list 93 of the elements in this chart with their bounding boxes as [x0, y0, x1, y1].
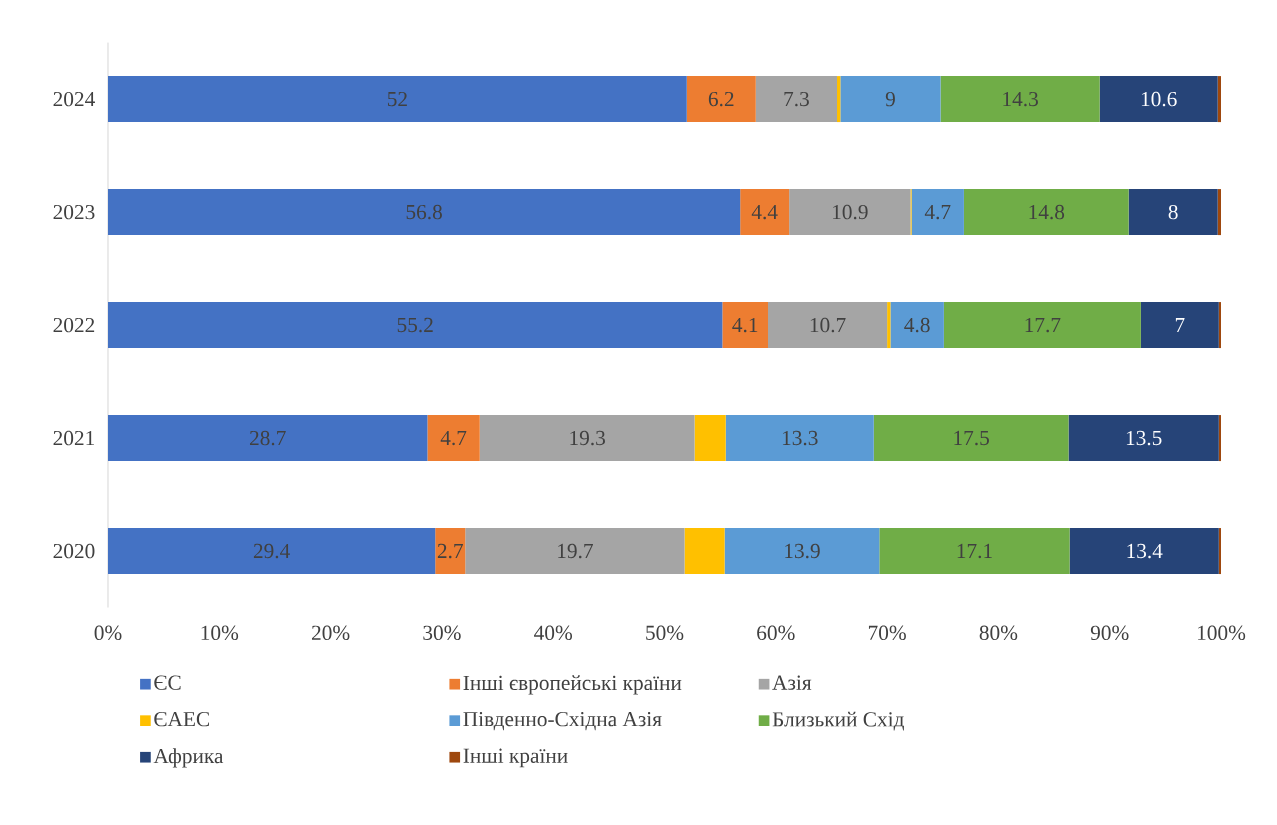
bar — [108, 189, 741, 236]
legend-label: Близький Схід — [772, 711, 904, 731]
bar — [694, 415, 726, 462]
x-tick-label: 30% — [423, 625, 461, 641]
y-tick-label: 2021 — [53, 430, 95, 446]
bar — [1218, 528, 1222, 575]
y-tick-label: 2024 — [53, 91, 95, 107]
bar — [686, 76, 756, 123]
bar — [837, 76, 841, 123]
bar — [1218, 302, 1222, 349]
bar — [911, 189, 964, 236]
data-label: 4.7 — [924, 204, 951, 220]
bar — [840, 76, 941, 123]
data-label: 10.7 — [810, 317, 846, 333]
data-label: 13.4 — [1127, 543, 1163, 559]
x-tick-label: 60% — [757, 625, 795, 641]
legend-label: ЄС — [154, 675, 181, 690]
bar — [724, 528, 880, 575]
bar — [108, 528, 436, 575]
bar — [684, 528, 725, 575]
bar — [1217, 189, 1222, 236]
x-tick-label: 10% — [201, 625, 239, 641]
bar — [435, 528, 466, 575]
bar — [427, 415, 480, 462]
bar — [722, 302, 769, 349]
data-label: 2.7 — [437, 543, 463, 559]
data-label: 13.3 — [782, 430, 818, 446]
y-tick-label: 2020 — [53, 543, 95, 559]
bar — [465, 528, 685, 575]
bar — [963, 189, 1129, 236]
y-tick-label: 2023 — [53, 204, 95, 220]
data-label: 4.8 — [904, 317, 930, 333]
data-label: 6.2 — [708, 91, 734, 107]
x-tick-label: 80% — [979, 625, 1018, 641]
y-tick-label: 2022 — [53, 317, 95, 333]
bar — [873, 415, 1069, 462]
data-label: 55.2 — [397, 317, 433, 333]
x-tick-label: 70% — [868, 625, 906, 641]
data-label: 17.5 — [954, 430, 989, 446]
x-tick-label: 40% — [534, 625, 573, 641]
data-label: 14.8 — [1029, 204, 1065, 220]
legend-label: Південно-Східна Азія — [463, 712, 662, 731]
legend-label: ЄАЕС — [154, 712, 209, 727]
data-label: 7 — [1175, 318, 1185, 333]
bar — [887, 302, 891, 349]
bar — [1218, 415, 1222, 462]
data-label: 13.5 — [1126, 430, 1162, 446]
x-tick-label: 20% — [311, 625, 350, 641]
bar — [789, 189, 911, 236]
data-label: 28.7 — [250, 430, 286, 446]
bar — [768, 302, 888, 349]
bar — [879, 528, 1070, 575]
bar — [1068, 415, 1219, 462]
data-label: 17.1 — [957, 543, 992, 559]
data-label: 10.9 — [833, 204, 868, 220]
data-label: 52 — [387, 91, 407, 107]
legend-label: Інші країни — [463, 748, 568, 768]
bar — [940, 76, 1100, 123]
bar — [479, 415, 695, 462]
bar — [108, 302, 723, 349]
data-label: 4.7 — [440, 430, 467, 446]
data-label: 19.7 — [558, 543, 593, 559]
data-label: 19.3 — [570, 430, 605, 446]
legend-label: Азія — [772, 675, 812, 690]
bar — [1099, 76, 1218, 123]
data-label: 56.8 — [406, 204, 442, 220]
data-label: 29.4 — [253, 543, 290, 559]
data-label: 9 — [885, 91, 895, 107]
data-label: 7.3 — [784, 91, 809, 107]
legend-label: Африка — [153, 748, 224, 768]
data-label: 13.9 — [785, 543, 820, 559]
data-label: 8 — [1168, 204, 1178, 220]
bar — [1140, 302, 1219, 349]
bar — [1217, 76, 1222, 123]
data-label: 14.3 — [1003, 91, 1038, 107]
bar — [943, 302, 1141, 349]
legend-label: Інші європейські країни — [463, 675, 682, 695]
x-tick-label: 50% — [646, 625, 684, 641]
x-tick-label: 100% — [1198, 625, 1246, 641]
data-label: 17.7 — [1025, 317, 1061, 333]
bar — [725, 415, 874, 462]
x-tick-label: 90% — [1090, 625, 1129, 641]
data-label: 4.1 — [732, 317, 758, 333]
bar — [108, 76, 687, 123]
data-label: 10.6 — [1141, 91, 1177, 107]
bar — [1128, 189, 1218, 236]
bar — [890, 302, 944, 349]
data-label: 4.4 — [751, 204, 778, 220]
bar — [108, 415, 428, 462]
bar — [1069, 528, 1219, 575]
x-tick-label: 0% — [94, 625, 122, 641]
bar — [740, 189, 790, 236]
bar — [755, 76, 838, 123]
